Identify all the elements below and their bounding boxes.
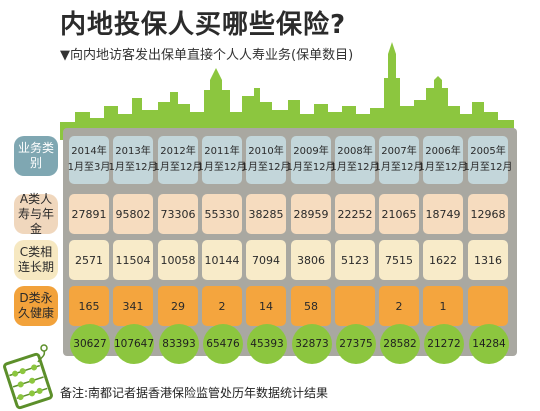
- row-c-cell: 7515: [379, 240, 419, 280]
- row-a-cell: 21065: [379, 194, 419, 234]
- header-period: 1月至12月: [330, 162, 380, 173]
- page-subtitle: ▼向内地访客发出保单直接个人人寿业务(保单数目): [60, 48, 354, 63]
- header-cell: 2012年 1月至12月: [153, 136, 203, 184]
- header-year: 2014年: [71, 146, 107, 157]
- row-label-d: D类永久健康: [14, 286, 58, 326]
- row-d-cell: 58: [291, 286, 331, 326]
- row-label-a: A类人寿与年金: [14, 192, 58, 236]
- header-period: 1月至3月: [67, 162, 111, 173]
- row-d-cell: [468, 286, 508, 326]
- row-a-cell: 95802: [113, 194, 153, 234]
- header-period: 1月至12月: [197, 162, 247, 173]
- header-period: 1月至12月: [241, 162, 291, 173]
- total-circle: 107647: [114, 324, 154, 364]
- row-a-cell: 12968: [468, 194, 508, 234]
- row-a-cell: 38285: [246, 194, 286, 234]
- header-year: 2010年: [248, 146, 284, 157]
- row-c-cell: 10058: [158, 240, 198, 280]
- row-c-cell: 2571: [69, 240, 109, 280]
- row-d-cell: 165: [69, 286, 109, 326]
- row-a-cell: 18749: [423, 194, 463, 234]
- header-cell: 2006年 1月至12月: [418, 136, 468, 184]
- row-d-cell: 29: [158, 286, 198, 326]
- header-year: 2012年: [160, 146, 196, 157]
- header-year: 2007年: [381, 146, 417, 157]
- city-skyline-silhouette: [60, 42, 514, 140]
- header-period: 1月至12月: [108, 162, 158, 173]
- header-period: 1月至12月: [374, 162, 424, 173]
- row-c-cell: 1316: [468, 240, 508, 280]
- total-circle: 45393: [247, 324, 287, 364]
- header-cell: 2009年 1月至12月: [286, 136, 336, 184]
- total-circle: 27375: [336, 324, 376, 364]
- row-c-cell: 3806: [291, 240, 331, 280]
- row-c-cell: 10144: [202, 240, 242, 280]
- header-year: 2005年: [470, 146, 506, 157]
- total-circle: 32873: [292, 324, 332, 364]
- row-d-cell: 14: [246, 286, 286, 326]
- row-c-cell: 5123: [335, 240, 375, 280]
- header-cell: 2013年 1月至12月: [108, 136, 158, 184]
- header-year: 2009年: [293, 146, 329, 157]
- abacus-icon: [3, 344, 53, 410]
- total-circle: 30627: [70, 324, 110, 364]
- total-circle: 21272: [424, 324, 464, 364]
- header-year: 2006年: [425, 146, 461, 157]
- row-a-cell: 22252: [335, 194, 375, 234]
- row-c-cell: 1622: [423, 240, 463, 280]
- row-a-cell: 55330: [202, 194, 242, 234]
- row-label-c: C类相连长期: [14, 240, 58, 280]
- row-d-cell: [335, 286, 375, 326]
- header-period: 1月至12月: [463, 162, 513, 173]
- header-cell: 2007年 1月至12月: [374, 136, 424, 184]
- header-year: 2008年: [337, 146, 373, 157]
- total-circle: 83393: [159, 324, 199, 364]
- header-year: 2011年: [204, 146, 240, 157]
- row-d-cell: 1: [423, 286, 463, 326]
- row-label-header: 业务类别: [14, 136, 58, 176]
- header-cell: 2008年 1月至12月: [330, 136, 380, 184]
- row-a-cell: 28959: [291, 194, 331, 234]
- total-circle: 28582: [380, 324, 420, 364]
- row-d-cell: 2: [202, 286, 242, 326]
- header-cell: 2011年 1月至12月: [197, 136, 247, 184]
- header-year: 2013年: [115, 146, 151, 157]
- header-cell: 2005年 1月至12月: [463, 136, 513, 184]
- header-period: 1月至12月: [153, 162, 203, 173]
- total-circle: 14284: [469, 324, 509, 364]
- page-title: 内地投保人买哪些保险?: [60, 10, 347, 40]
- row-a-cell: 27891: [69, 194, 109, 234]
- header-period: 1月至12月: [286, 162, 336, 173]
- row-c-cell: 7094: [246, 240, 286, 280]
- row-d-cell: 341: [113, 286, 153, 326]
- total-circle: 65476: [203, 324, 243, 364]
- row-d-cell: 2: [379, 286, 419, 326]
- row-c-cell: 11504: [113, 240, 153, 280]
- row-a-cell: 73306: [158, 194, 198, 234]
- footnote: 备注:南都记者据香港保险监管处历年数据统计结果: [60, 386, 329, 400]
- header-period: 1月至12月: [418, 162, 468, 173]
- header-cell: 2010年 1月至12月: [241, 136, 291, 184]
- header-cell: 2014年 1月至3月: [67, 136, 111, 184]
